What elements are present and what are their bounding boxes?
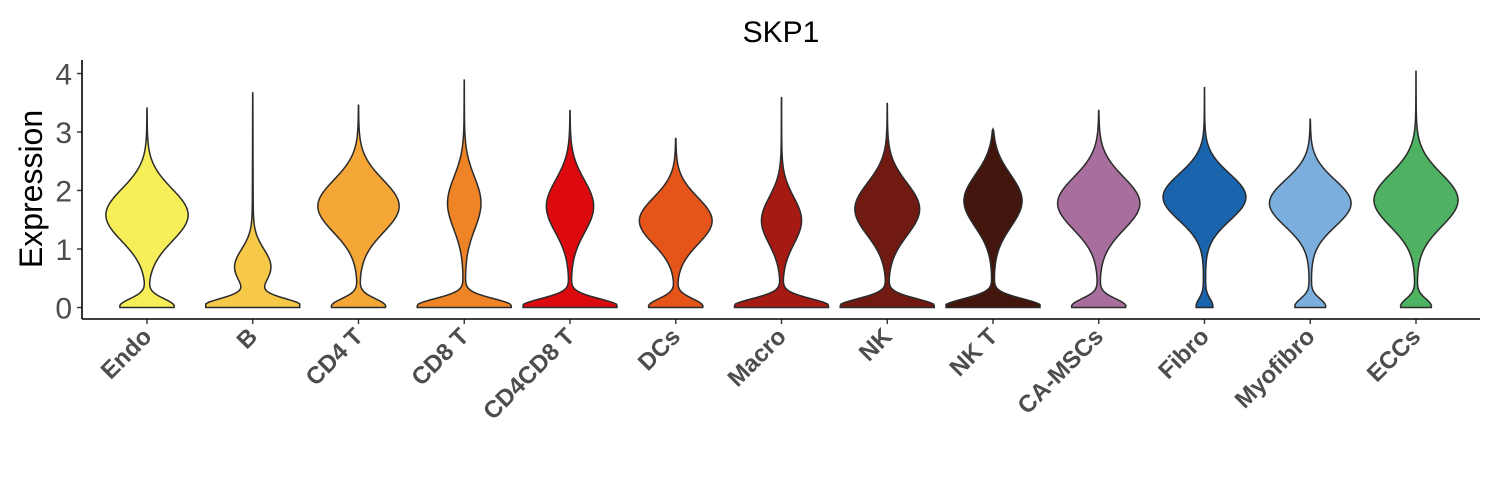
x-tick-label: Myofibro — [1230, 323, 1321, 414]
x-tick-label: CA-MSCs — [1013, 323, 1109, 419]
violin-nk-t — [945, 127, 1041, 309]
violins — [105, 70, 1459, 309]
y-tick-label: 3 — [55, 117, 72, 150]
violin-b — [205, 92, 301, 309]
x-tick-label: ECCs — [1362, 323, 1426, 387]
y-tick-label: 2 — [55, 176, 72, 209]
violin-nk — [839, 102, 935, 309]
x-tick-label: Macro — [723, 323, 792, 392]
chart-title: SKP1 — [743, 16, 820, 49]
x-axis-ticks: Endo B CD4 T CD8 T CD4CD8 T DCs Macro NK NK T CA-… — [96, 319, 1426, 425]
x-tick-label: Fibro — [1153, 323, 1215, 385]
violin-fibro — [1162, 86, 1247, 309]
x-tick-label: CD8 T — [406, 323, 474, 391]
violin-ca-mscs — [1056, 109, 1141, 309]
violin-cd8-t — [416, 79, 512, 309]
x-tick-label: DCs — [633, 323, 686, 376]
violin-cd4-t — [317, 104, 400, 309]
x-tick-label: CD4CD8 T — [478, 323, 580, 425]
x-tick-label: NK — [854, 323, 898, 367]
x-tick-label: Endo — [96, 323, 158, 385]
x-tick-label: CD4 T — [301, 323, 369, 391]
violin-macro — [733, 96, 830, 309]
violin-endo — [105, 107, 189, 309]
violin-eccs — [1373, 70, 1459, 309]
x-tick-label: B — [232, 323, 263, 354]
x-tick-label: NK T — [945, 323, 1004, 382]
y-tick-label: 4 — [55, 59, 72, 92]
violin-cd4cd8-t — [522, 109, 618, 309]
y-axis-ticks: 0 1 2 3 4 — [55, 59, 82, 326]
violin-myofibro — [1268, 118, 1352, 309]
y-tick-label: 1 — [55, 234, 72, 267]
y-tick-label: 0 — [55, 293, 72, 326]
y-axis-label: Expression — [13, 110, 49, 268]
violin-dcs — [638, 137, 713, 309]
